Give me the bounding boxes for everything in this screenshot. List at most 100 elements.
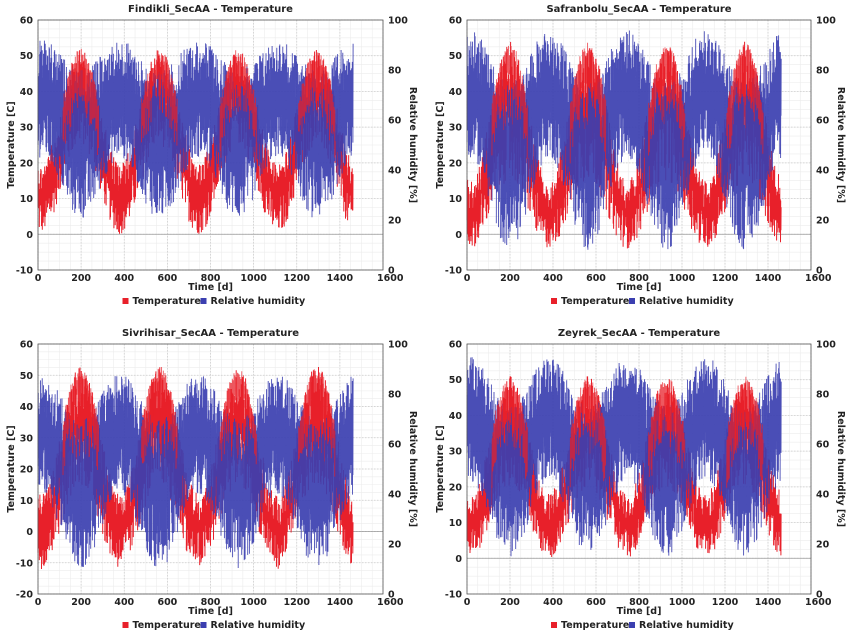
x-tick-label: 1400: [327, 273, 354, 284]
y-tick-label: 40: [20, 87, 34, 98]
y2-axis-label: Relative humidity [%]: [407, 87, 418, 203]
y2-tick-label: 100: [816, 16, 836, 27]
legend-label-temperature: Temperature: [133, 296, 201, 307]
y2-tick-label: 80: [388, 390, 402, 401]
x-tick-label: 1000: [669, 597, 696, 608]
y-tick-label: 50: [449, 51, 463, 62]
y-tick-label: 30: [449, 123, 463, 134]
x-axis-label: Time [d]: [188, 606, 233, 617]
y-tick-label: -10: [445, 590, 463, 601]
legend-label-temperature: Temperature: [561, 620, 629, 631]
y-tick-label: 20: [20, 158, 34, 169]
chart-panel-3: Sivrihisar_SecAA - Temperature -20 -10 0 10 2…: [6, 328, 418, 631]
legend-swatch-relative-humidity: [629, 622, 635, 628]
y2-tick-label: 0: [388, 590, 395, 601]
y-tick-label: -10: [445, 266, 463, 277]
x-tick-label: 400: [114, 273, 134, 284]
legend: Temperature Relative humidity: [551, 620, 734, 631]
y2-tick-label: 100: [388, 16, 408, 27]
x-tick-label: 200: [71, 273, 91, 284]
y-tick-label: 50: [20, 371, 34, 382]
y-tick-label: -10: [16, 558, 34, 569]
plot-frame: [466, 19, 812, 271]
y-tick-label: 60: [449, 340, 463, 351]
y-tick-label: 10: [20, 496, 34, 507]
legend-swatch-temperature: [551, 622, 557, 628]
x-axis-label: Time [d]: [617, 606, 662, 617]
x-tick-label: 600: [586, 273, 606, 284]
x-tick-label: 800: [629, 597, 649, 608]
x-tick-label: 600: [157, 273, 177, 284]
legend-swatch-temperature: [122, 622, 129, 628]
x-tick-label: 1200: [712, 273, 739, 284]
plot-frame: [37, 19, 384, 271]
y-tick-label: 0: [26, 230, 33, 241]
chart-title: Sivrihisar_SecAA - Temperature: [122, 328, 299, 339]
y-tick-label: -10: [16, 266, 34, 277]
x-tick-label: 1400: [755, 597, 782, 608]
chart-title: Safranbolu_SecAA - Temperature: [546, 4, 731, 15]
legend-swatch-relative-humidity: [200, 298, 207, 304]
series-temperature-peaks: [62, 48, 336, 162]
legend-label-temperature: Temperature: [561, 296, 629, 307]
y-tick-label: 60: [20, 340, 34, 351]
y-tick-label: 20: [20, 465, 34, 476]
x-tick-label: 400: [114, 597, 134, 608]
legend: Temperature Relative humidity: [551, 296, 734, 307]
y2-tick-label: 60: [388, 116, 402, 127]
legend-swatch-relative-humidity: [200, 622, 207, 628]
y2-axis-label: Relative humidity [%]: [835, 87, 846, 203]
y2-axis-label: Relative humidity [%]: [835, 411, 846, 527]
legend-swatch-temperature: [122, 298, 129, 304]
x-tick-label: 1200: [284, 597, 311, 608]
chart-panel-1: Findikli_SecAA - Temperature-10010203040…: [6, 4, 418, 307]
x-tick-label: 1600: [377, 597, 404, 608]
chart-panel-2: Safranbolu_SecAA - Temperature-100102030…: [435, 4, 846, 307]
legend-label-temperature: Temperature: [133, 620, 201, 631]
legend-swatch-temperature: [551, 298, 557, 304]
legend-swatch-relative-humidity: [629, 298, 635, 304]
x-tick-label: 400: [543, 597, 563, 608]
y2-tick-label: 60: [816, 440, 830, 451]
x-tick-label: 200: [500, 597, 520, 608]
x-tick-label: 0: [464, 597, 471, 608]
x-tick-label: 800: [201, 597, 221, 608]
y-axis-label: Temperature [C]: [6, 425, 17, 512]
y-tick-label: 0: [26, 527, 33, 538]
y2-axis-label: Relative humidity [%]: [407, 411, 418, 527]
x-axis-label: Time [d]: [617, 282, 662, 293]
y2-tick-label: 40: [816, 166, 830, 177]
series-temperature-peaks: [491, 42, 764, 164]
legend: Temperature Relative humidity: [122, 620, 306, 631]
y-tick-label: 0: [455, 230, 462, 241]
y2-tick-label: 60: [388, 440, 402, 451]
y2-tick-label: 20: [388, 540, 402, 551]
x-tick-label: 600: [157, 597, 177, 608]
x-tick-label: 1200: [712, 597, 739, 608]
x-tick-label: 200: [500, 273, 520, 284]
y-axis-label: Temperature [C]: [435, 101, 446, 188]
x-tick-label: 600: [586, 597, 606, 608]
y2-tick-label: 80: [816, 390, 830, 401]
x-tick-label: 1200: [284, 273, 311, 284]
chart-title: Zeyrek_SecAA - Temperature: [558, 328, 721, 339]
y2-tick-label: 0: [816, 266, 823, 277]
series-temperature-peaks: [491, 376, 764, 488]
x-tick-label: 0: [464, 273, 471, 284]
x-tick-label: 0: [35, 273, 42, 284]
y2-tick-label: 0: [388, 266, 395, 277]
legend-label-relative-humidity: Relative humidity: [211, 296, 306, 307]
y-tick-label: 10: [449, 518, 463, 529]
y-axis-label: Temperature [C]: [435, 425, 446, 512]
y-tick-label: 60: [449, 16, 463, 27]
y2-tick-label: 80: [816, 66, 830, 77]
y-tick-label: 40: [20, 402, 34, 413]
x-tick-label: 1400: [327, 597, 354, 608]
legend: Temperature Relative humidity: [122, 296, 306, 307]
y-tick-label: 40: [449, 87, 463, 98]
y-axis-label: Temperature [C]: [6, 101, 17, 188]
y-tick-label: 40: [449, 411, 463, 422]
y2-tick-label: 40: [388, 166, 402, 177]
y2-tick-label: 40: [816, 490, 830, 501]
